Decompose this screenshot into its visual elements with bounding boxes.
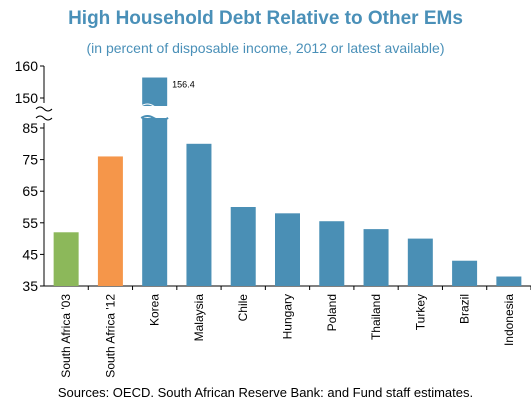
x-tick-label: Thailand	[369, 294, 383, 340]
x-tick-label: Korea	[148, 294, 162, 326]
bar	[363, 229, 389, 286]
x-tick-label: Malaysia	[192, 294, 206, 342]
x-tick-label: Chile	[236, 294, 250, 322]
y-tick-label: 45	[22, 246, 38, 262]
bar	[53, 232, 79, 286]
axis-break-mark	[35, 106, 53, 112]
chart-subtitle: (in percent of disposable income, 2012 o…	[86, 40, 445, 56]
y-tick-label: 55	[22, 215, 38, 231]
bar-break-edge	[140, 115, 169, 121]
y-tick-label: 75	[22, 152, 38, 168]
y-tick-label: 160	[15, 58, 39, 74]
bar	[452, 260, 478, 286]
bar	[230, 207, 256, 286]
chart-source: Sources: OECD. South African Reserve Ban…	[57, 385, 474, 400]
x-tick-label: Indonesia	[502, 294, 516, 346]
bar	[496, 276, 522, 286]
y-tick-label: 85	[22, 120, 38, 136]
x-tick-label: Hungary	[281, 294, 295, 339]
x-tick-label: Brazil	[458, 294, 472, 324]
bar-break-edge	[140, 103, 169, 109]
y-tick-label: 65	[22, 183, 38, 199]
x-tick-label: South Africa '12	[103, 294, 117, 378]
x-tick-label: South Africa '03	[59, 294, 73, 378]
chart-title: High Household Debt Relative to Other EM…	[68, 8, 463, 29]
x-tick-label: Poland	[325, 294, 339, 331]
data-label: 156.4	[172, 80, 195, 90]
bar	[186, 143, 212, 286]
bar	[319, 221, 345, 286]
y-tick-label: 35	[22, 278, 38, 294]
bar	[97, 156, 123, 286]
axis-break-mark	[35, 115, 53, 121]
bar	[407, 238, 433, 286]
bar	[275, 213, 300, 286]
x-tick-label: Turkey	[413, 294, 427, 330]
y-tick-label: 150	[15, 90, 39, 106]
